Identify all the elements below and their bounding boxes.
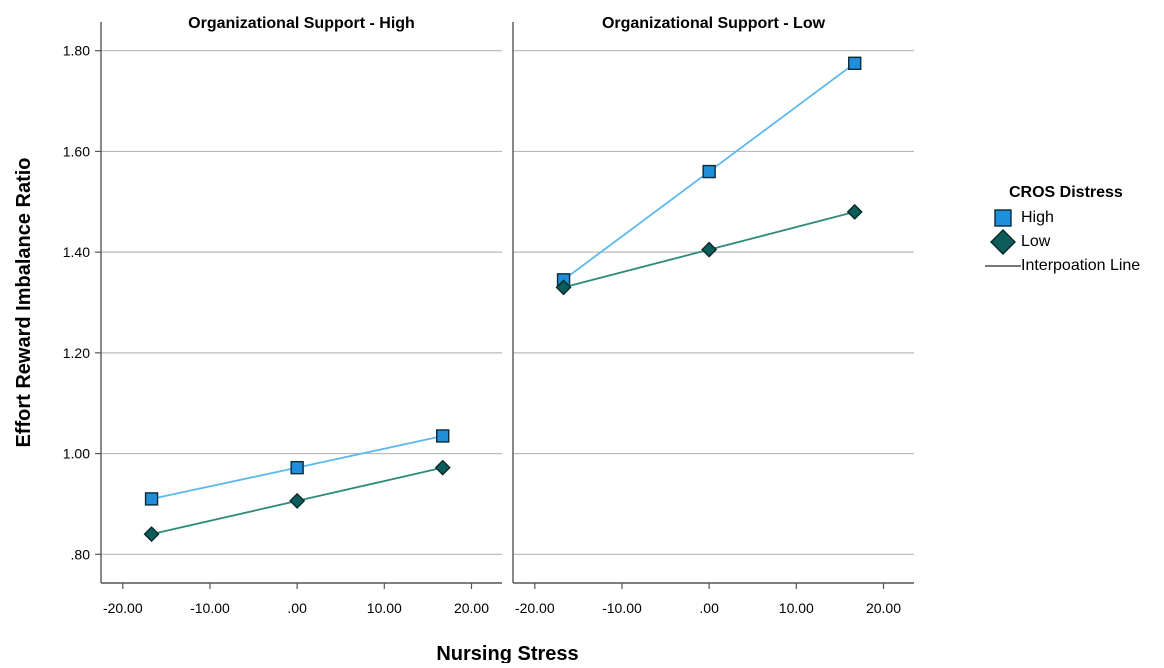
x-tick-label: .00	[699, 600, 719, 616]
panel-1: -20.00 -10.00 .00 10.00 20.00 .80 1.00 1.20 1.40…	[63, 15, 502, 616]
y-axis-title: Effort Reward Imbalance Ratio	[13, 157, 35, 447]
x-axis-title: Nursing Stress	[436, 643, 578, 663]
data-point-high	[702, 164, 716, 179]
y-tick-label: 1.60	[63, 143, 90, 159]
data-point-low	[846, 203, 863, 220]
panel-title: Organizational Support - Low	[602, 15, 826, 32]
y-tick-label: 1.00	[63, 446, 90, 462]
data-point-low	[289, 492, 306, 509]
square-marker-icon	[985, 206, 1021, 230]
data-point-high	[848, 56, 862, 70]
data-point-high	[144, 492, 159, 506]
x-tick-label: 20.00	[454, 600, 489, 616]
data-point-low	[143, 526, 160, 543]
y-tick-label: 1.20	[63, 345, 90, 361]
legend-title: CROS Distress	[1009, 184, 1123, 201]
x-tick-label: 10.00	[367, 600, 402, 616]
x-tick-label: 20.00	[866, 600, 901, 616]
x-tick-label: -10.00	[190, 600, 230, 616]
y-tick-label: 1.40	[63, 244, 90, 260]
y-tick-label: 1.80	[63, 43, 90, 59]
x-tick-label: .00	[287, 600, 307, 616]
legend-item-interpolation-line: Interpoation Line	[985, 254, 1160, 278]
legend-item-high: High	[985, 206, 1160, 230]
data-point-high	[290, 460, 304, 475]
legend-item-low: Low	[985, 229, 1160, 255]
x-tick-label: -20.00	[103, 600, 143, 616]
legend-label-low: Low	[1021, 233, 1051, 250]
data-point-high	[436, 429, 450, 443]
data-point-low	[701, 241, 718, 258]
x-tick-label: -10.00	[602, 600, 642, 616]
x-tick-label: -20.00	[515, 600, 555, 616]
legend: CROS Distress High Low Interpoation Line	[985, 184, 1160, 278]
panel-2: -20.00 -10.00 .00 10.00 20.00 Organizational …	[512, 15, 914, 616]
diamond-marker-icon	[985, 229, 1021, 255]
panel-title: Organizational Support - High	[188, 15, 415, 32]
legend-label-high: High	[1021, 209, 1054, 226]
line-marker-icon	[985, 254, 1021, 278]
legend-label-interpolation-line: Interpoation Line	[1021, 257, 1141, 274]
y-tick-label: .80	[71, 546, 91, 562]
x-tick-label: 10.00	[779, 600, 814, 616]
data-point-low	[434, 459, 451, 476]
data-point-low	[555, 279, 572, 296]
